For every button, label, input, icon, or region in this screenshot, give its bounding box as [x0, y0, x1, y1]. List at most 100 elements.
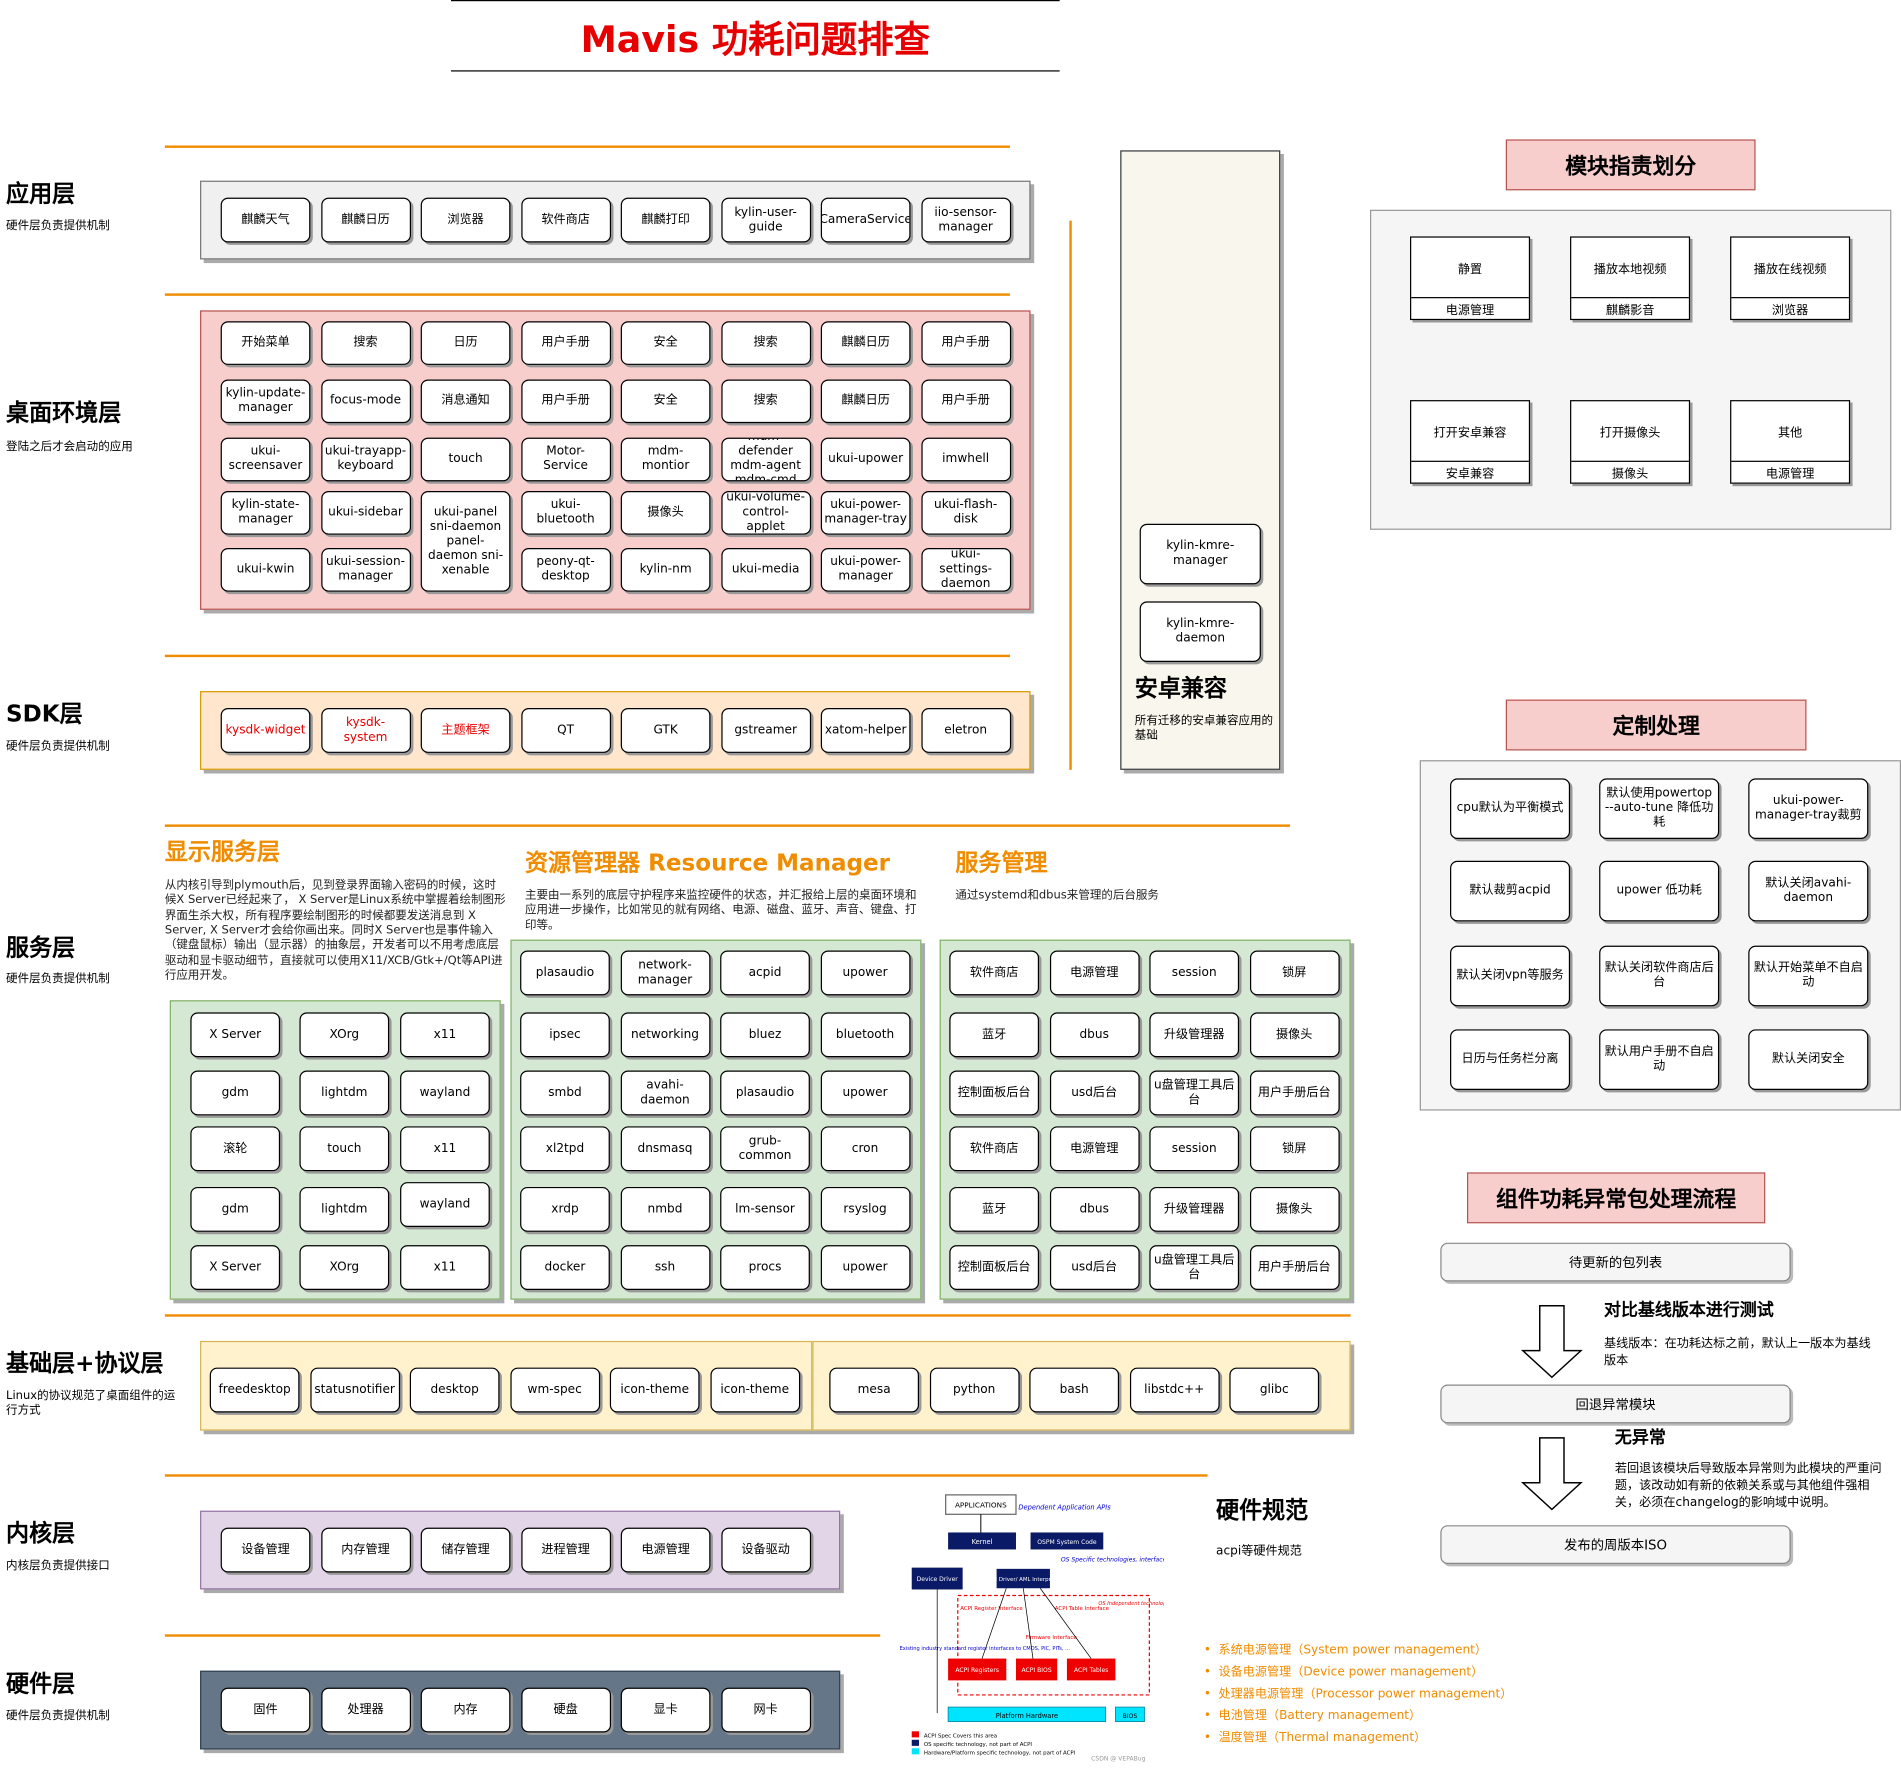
app-item: 软件商店 [520, 197, 611, 243]
desktop-item: 摄像头 [620, 491, 711, 535]
desktop-item: kylin-update-manager [220, 379, 311, 424]
desktop-item: focus-mode [320, 379, 411, 424]
acpi-watermark: CSDN @ VEPABug [1091, 1754, 1145, 1762]
acpi-bios: ACPI BIOS [1022, 1667, 1052, 1674]
hwspec-bullet: 处理器电源管理（Processor power management） [1204, 1684, 1512, 1706]
hardware-item: 网卡 [720, 1687, 811, 1733]
app-item: kylin-user-guide [720, 197, 811, 243]
base-item: bash [1029, 1367, 1120, 1413]
service-item: 蓝牙 [949, 1012, 1040, 1058]
resource-item: upower [820, 950, 910, 996]
acpi-os-independent: OS Independent technologies, interfaces,… [1098, 1601, 1163, 1607]
resource-item: bluetooth [820, 1012, 910, 1058]
custom-item: 默认关闭安全 [1748, 1029, 1869, 1090]
resource-item: grub-common [720, 1126, 810, 1172]
android-item: kylin-kmre-daemon [1139, 601, 1261, 662]
resource-item: lm-sensor [720, 1186, 810, 1232]
resource-item: rsyslog [820, 1186, 910, 1232]
sep-line [164, 1314, 1351, 1317]
service-item: 摄像头 [1249, 1012, 1340, 1058]
base-item: icon-theme [709, 1367, 800, 1413]
desktop-item: ukui-flash-disk [920, 491, 1011, 535]
resource-item: acpid [720, 950, 810, 996]
hardware-item: 固件 [220, 1687, 311, 1733]
resource-item: cron [820, 1126, 910, 1172]
app-item: 麒麟天气 [220, 197, 311, 243]
module-owner: 电源管理 [1731, 460, 1849, 483]
service-management-desc: 通过systemd和dbus来管理的后台服务 [955, 888, 1159, 903]
module-scenario: 打开摄像头 [1599, 426, 1661, 440]
hwspec-bullet: 系统电源管理（System power management） [1204, 1640, 1512, 1662]
flow-note2-desc: 若回退该模块后导致版本异常则为此模块的严重问题，该改动如有新的依赖关系或与其他组… [1614, 1462, 1882, 1510]
custom-item: 默认关闭vpn等服务 [1450, 945, 1571, 1007]
display-item: wayland [400, 1182, 490, 1227]
base-item: statusnotifier [309, 1367, 400, 1413]
modules-title: 模块指责划分 [1505, 139, 1756, 191]
desktop-item: 用户手册 [520, 321, 611, 365]
sep-line [164, 1634, 881, 1637]
service-item: session [1149, 1126, 1240, 1172]
display-item: 滚轮 [190, 1126, 281, 1172]
resource-item: plasaudio [520, 950, 610, 996]
service-management-panel [939, 939, 1351, 1300]
resource-manager-title: 资源管理器 Resource Manager [524, 849, 891, 877]
display-item: X Server [190, 1012, 281, 1058]
desktop-item: 用户手册 [920, 379, 1011, 424]
hardware-layer-title: 硬件层 [6, 1670, 76, 1698]
resource-item: procs [720, 1245, 810, 1290]
custom-item: 默认使用powertop --auto-tune 降低功耗 [1599, 778, 1720, 839]
service-item: 升级管理器 [1149, 1186, 1240, 1232]
desktop-item: 安全 [620, 379, 711, 424]
custom-item: cpu默认为平衡模式 [1450, 778, 1571, 839]
title-top-rule [451, 0, 1060, 2]
hardware-item: 内存 [420, 1687, 511, 1733]
service-item: 锁屏 [1249, 950, 1340, 996]
resource-item: ssh [620, 1245, 710, 1290]
resource-item: plasaudio [720, 1070, 810, 1116]
title-bottom-rule [451, 70, 1060, 72]
display-item: gdm [190, 1186, 281, 1232]
sdk-item: kysdk-widget [220, 708, 311, 753]
sdk-item: eletron [920, 708, 1011, 753]
base-layer-desc: Linux的协议规范了桌面组件的运行方式 [6, 1389, 176, 1418]
service-item: usd后台 [1049, 1245, 1140, 1290]
resource-item: dnsmasq [620, 1126, 710, 1172]
resource-item: upower [820, 1070, 910, 1116]
display-item: wayland [400, 1070, 490, 1116]
sdk-item: gstreamer [720, 708, 811, 753]
custom-item: 默认开始菜单不自启动 [1748, 945, 1869, 1007]
android-title: 安卓兼容 [1134, 675, 1227, 702]
hardware-item: 硬盘 [520, 1687, 611, 1733]
service-item: 电源管理 [1049, 1126, 1140, 1172]
acpi-aml: ACPI Driver/ AML Interpreter [985, 1577, 1063, 1583]
desktop-item: ukui-sidebar [320, 491, 411, 535]
resource-item: docker [520, 1245, 610, 1290]
base-item: mesa [829, 1367, 919, 1413]
acpi-existing-interfaces: Existing industry standard register inte… [900, 1646, 1071, 1652]
desktop-item: 搜索 [320, 321, 411, 365]
android-desc: 所有迁移的安卓兼容应用的基础 [1134, 714, 1274, 742]
desktop-item: ukui-panel sni-daemon panel-daemon sni-x… [420, 491, 511, 592]
desktop-item: 麒麟日历 [820, 321, 911, 365]
app-item: 麒麟日历 [320, 197, 411, 243]
kernel-item: 内存管理 [320, 1527, 411, 1573]
sep-line [164, 293, 1010, 296]
hardware-item: 显卡 [620, 1687, 711, 1733]
acpi-bios-hardware: BIOS [1123, 1713, 1138, 1720]
service-item: 电源管理 [1049, 950, 1140, 996]
acpi-legend-item: ACPI Spec Covers this area [924, 1733, 997, 1739]
desktop-layer-title: 桌面环境层 [6, 400, 122, 427]
resource-item: network-manager [620, 950, 710, 996]
kernel-item: 储存管理 [420, 1527, 511, 1573]
service-item: 升级管理器 [1149, 1012, 1240, 1058]
hwspec-bullet: 设备电源管理（Device power management） [1204, 1662, 1512, 1684]
desktop-item: ukui-kwin [220, 548, 311, 592]
flow-note1-title: 对比基线版本进行测试 [1604, 1300, 1774, 1321]
app-item: 浏览器 [420, 197, 511, 243]
module-scenario: 静置 [1457, 262, 1483, 276]
desktop-item: 搜索 [720, 379, 811, 424]
desktop-item: peony-qt-desktop [520, 548, 611, 592]
service-item: session [1149, 950, 1240, 996]
desktop-item: ukui-power-manager-tray [820, 491, 911, 535]
desktop-layer-desc: 登陆之后才会启动的应用 [6, 440, 133, 454]
